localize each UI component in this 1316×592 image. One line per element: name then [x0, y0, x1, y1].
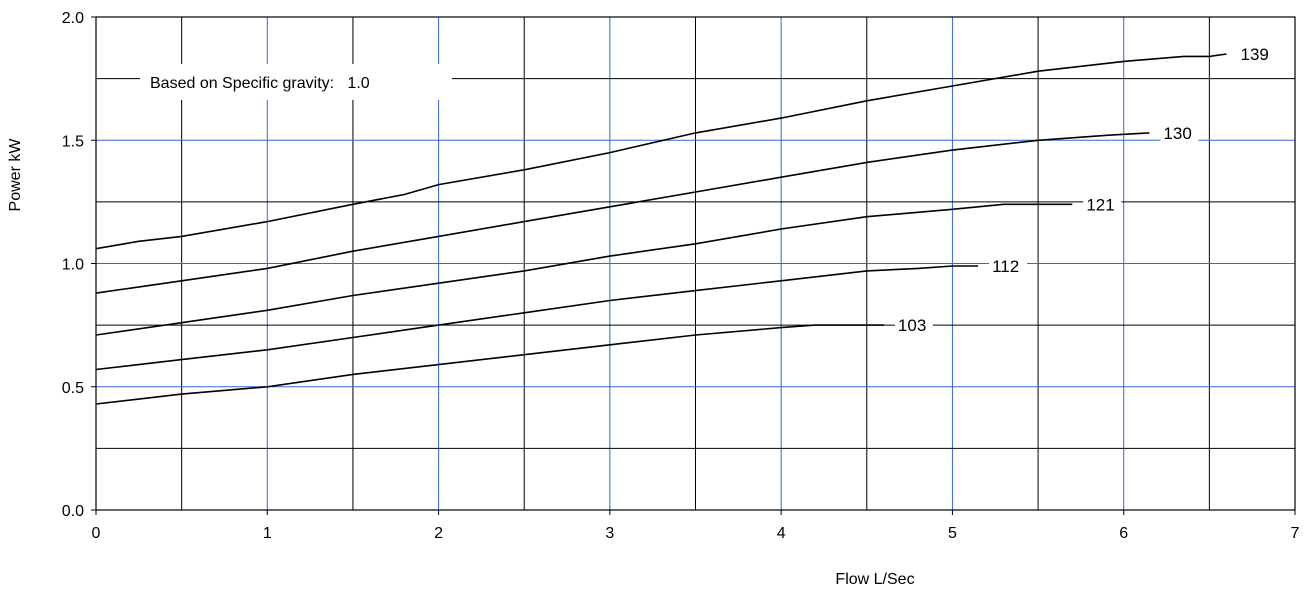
x-tick-label: 7: [1291, 525, 1300, 542]
series-label-112: 112: [992, 257, 1019, 276]
specific-gravity-note: Based on Specific gravity: 1.0: [140, 64, 452, 100]
tick-labels: 0 1 2 3 4 5 6 7 0.0 0.5 1.0 1.5 2.0: [62, 10, 1300, 542]
y-axis-title: Power kW: [7, 138, 24, 212]
x-tick-label: 1: [263, 525, 272, 542]
y-tick-label: 1.5: [62, 133, 84, 150]
series-line-139: [95, 53, 1227, 250]
series-label-139: 139: [1240, 45, 1268, 64]
x-tick-label: 5: [948, 525, 957, 542]
y-tick-label: 1.0: [62, 257, 84, 274]
series-label-background: [1083, 192, 1122, 215]
y-tick-label: 2.0: [62, 10, 84, 27]
x-axis-title: Flow L/Sec: [835, 571, 914, 588]
x-tick-label: 2: [434, 525, 443, 542]
series-label-background: [1160, 120, 1199, 143]
series-line-121: [95, 203, 1073, 336]
note-text: Based on Specific gravity: 1.0: [150, 75, 370, 92]
series-label-103: 103: [898, 316, 926, 335]
series-lines: 139 130 121 112 103: [95, 41, 1276, 405]
series-line-103: [95, 324, 884, 405]
series-line-112: [95, 265, 979, 371]
series-label-background: [894, 313, 933, 336]
series-line-130: [95, 132, 1150, 294]
x-tick-label: 6: [1119, 525, 1128, 542]
y-tick-label: 0.5: [62, 380, 84, 397]
grid: [96, 17, 1295, 510]
x-tick-label: 3: [605, 525, 614, 542]
series-label-130: 130: [1163, 124, 1191, 143]
y-tick-label: 0.0: [62, 503, 84, 520]
note-background: [140, 64, 452, 100]
x-tick-label: 0: [92, 525, 101, 542]
series-label-background: [989, 253, 1028, 276]
x-tick-label: 4: [777, 525, 786, 542]
series-label-background: [1237, 41, 1276, 64]
series-label-121: 121: [1086, 195, 1114, 214]
